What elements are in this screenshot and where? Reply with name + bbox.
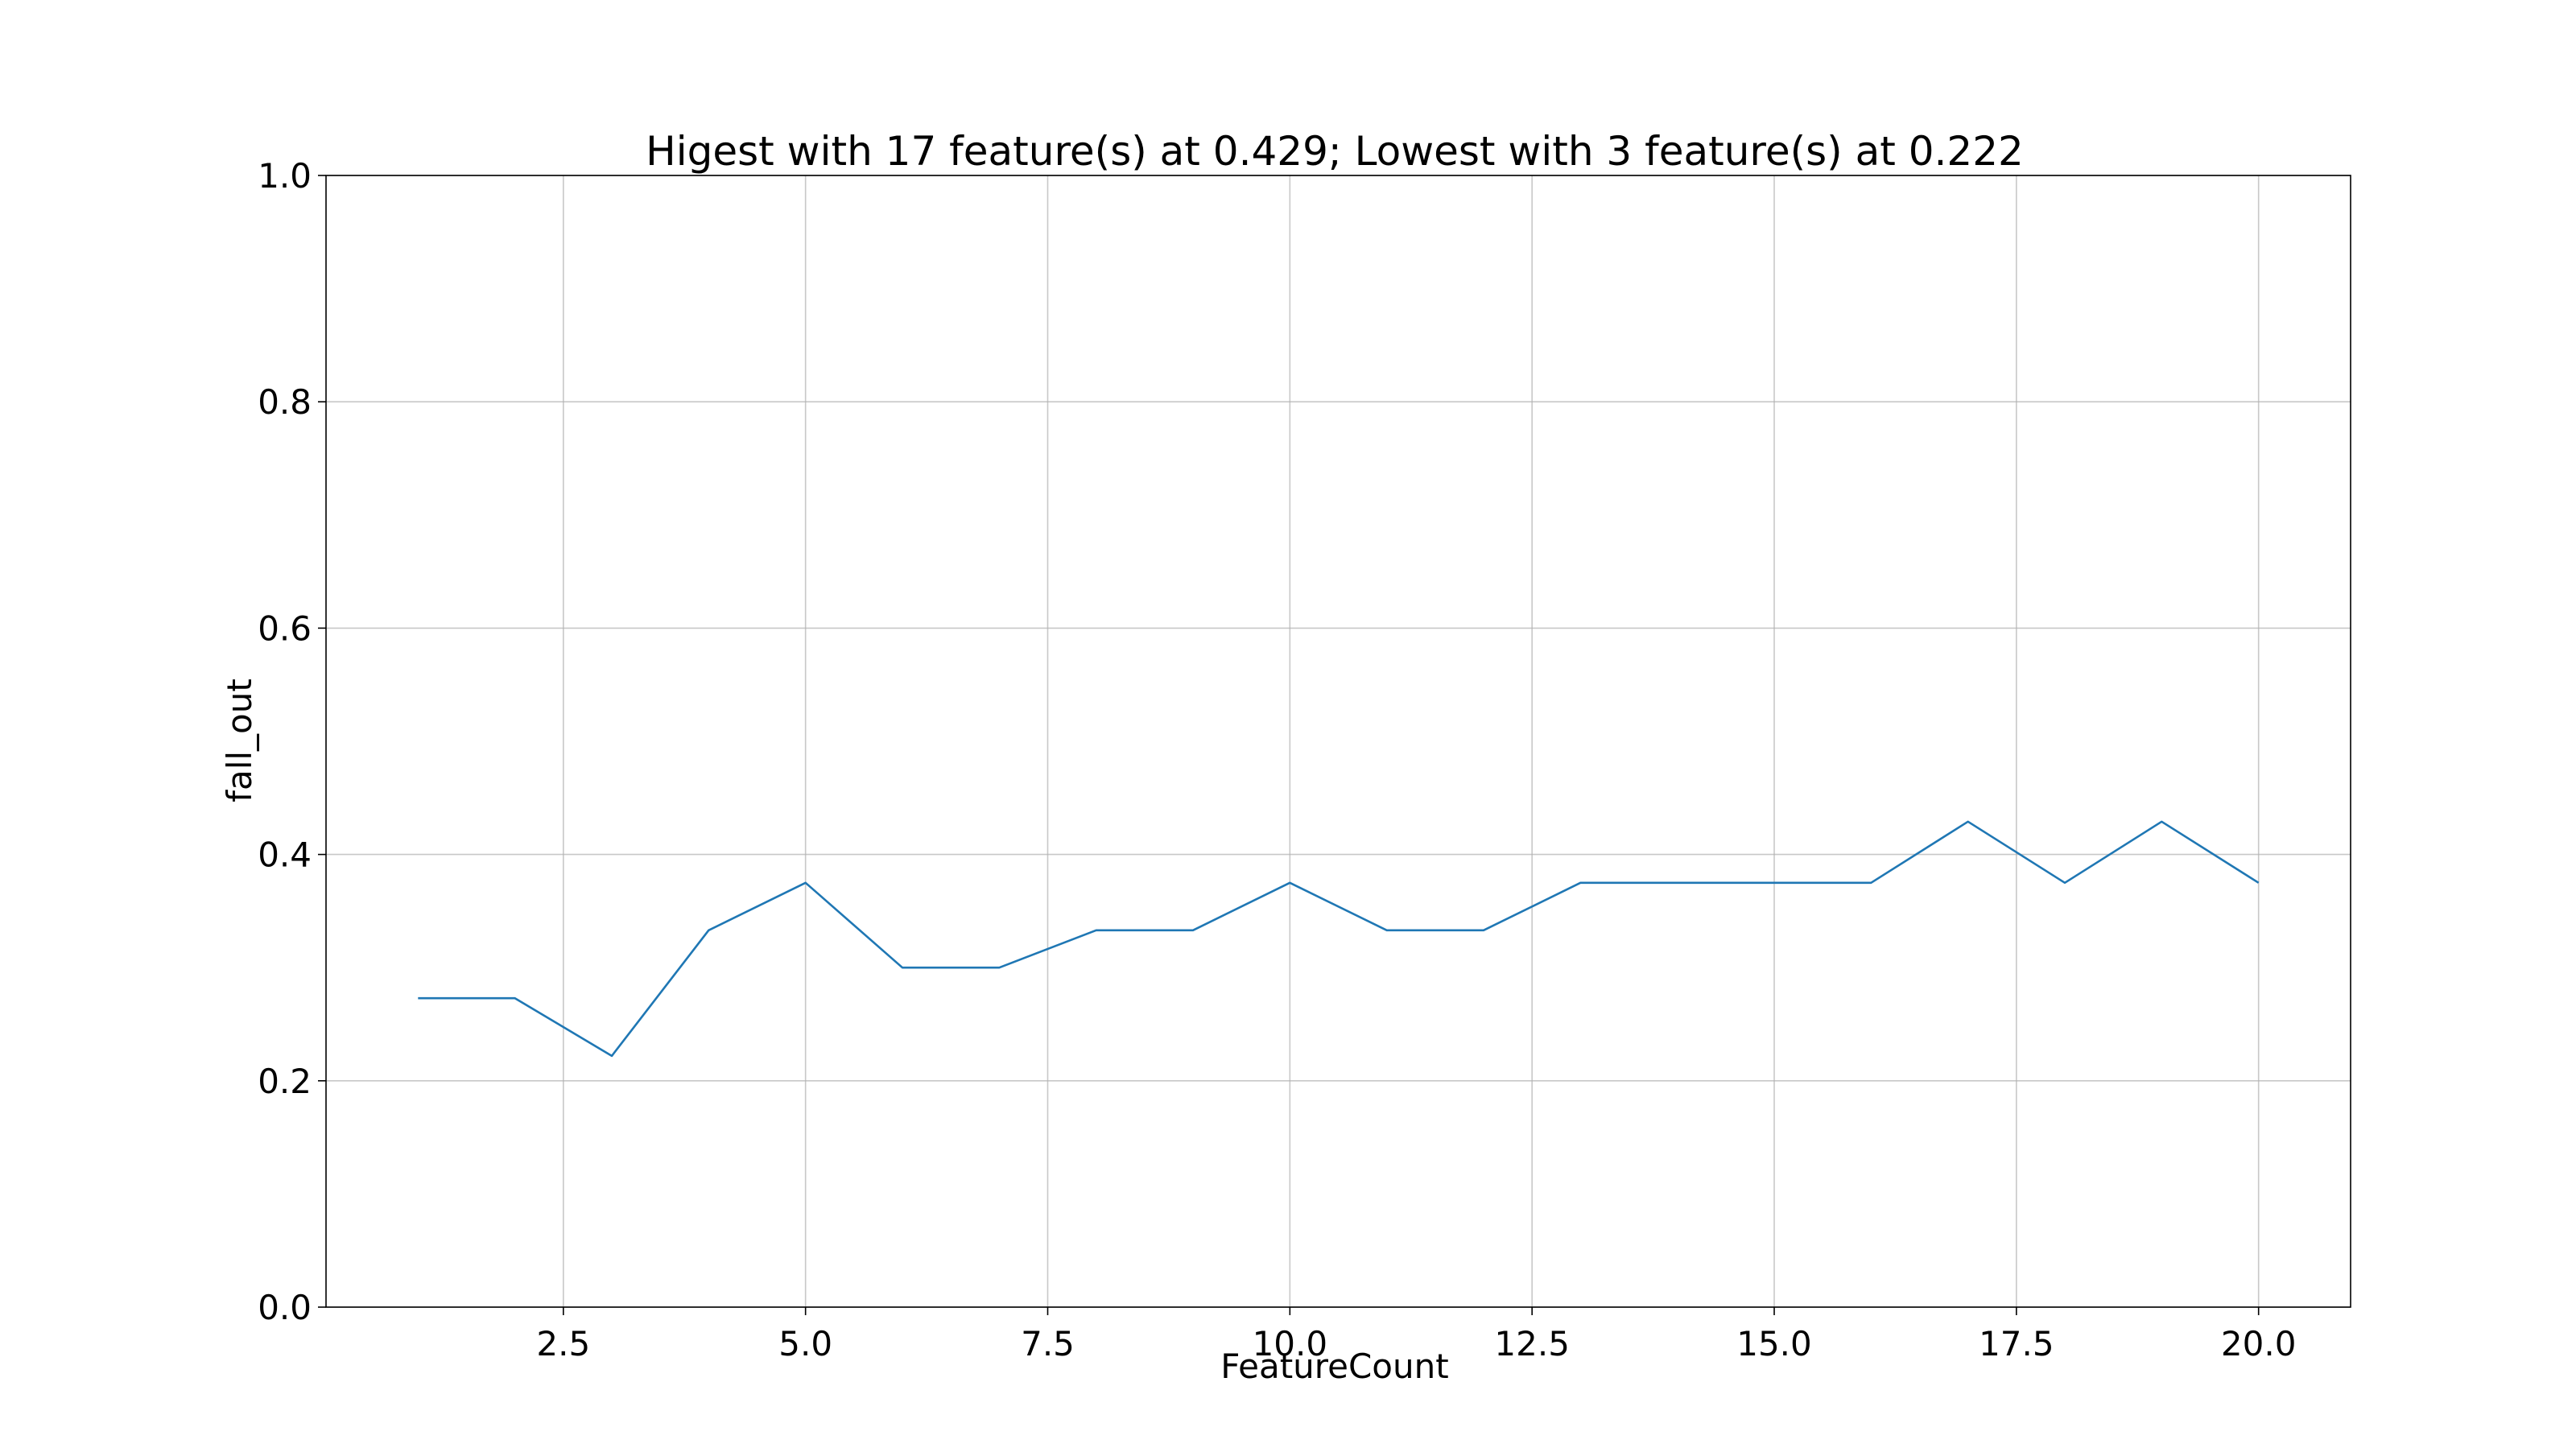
x-tick-label: 5.0 — [778, 1324, 832, 1363]
y-tick-label: 0.6 — [258, 608, 312, 648]
y-tick-label: 1.0 — [258, 156, 312, 196]
x-tick-label: 10.0 — [1253, 1324, 1328, 1363]
y-tick-label: 0.2 — [258, 1062, 312, 1101]
x-tick-label: 20.0 — [2221, 1324, 2297, 1363]
x-tick-label: 7.5 — [1021, 1324, 1075, 1363]
y-axis-label: fall_out — [220, 679, 259, 802]
x-tick-label: 2.5 — [536, 1324, 590, 1363]
y-axis-ticks: 0.0 0.2 0.4 0.6 0.8 1.0 — [258, 156, 326, 1327]
x-axis-label: FeatureCount — [1220, 1347, 1448, 1386]
x-tick-label: 17.5 — [1979, 1324, 2054, 1363]
series-layer — [418, 820, 2260, 1058]
x-tick-label: 15.0 — [1736, 1324, 1812, 1363]
plot-area-frame — [325, 175, 2351, 1308]
y-tick-label: 0.0 — [258, 1288, 312, 1327]
x-axis-ticks: 2.5 5.0 7.5 10.0 12.5 15.0 17.5 20.0 — [536, 1307, 2296, 1363]
series-line — [418, 820, 2260, 1058]
y-tick-label: 0.8 — [258, 382, 312, 422]
chart-title: Higest with 17 feature(s) at 0.429; Lowe… — [646, 128, 2024, 175]
x-tick-label: 12.5 — [1494, 1324, 1570, 1363]
y-tick-label: 0.4 — [258, 835, 312, 875]
